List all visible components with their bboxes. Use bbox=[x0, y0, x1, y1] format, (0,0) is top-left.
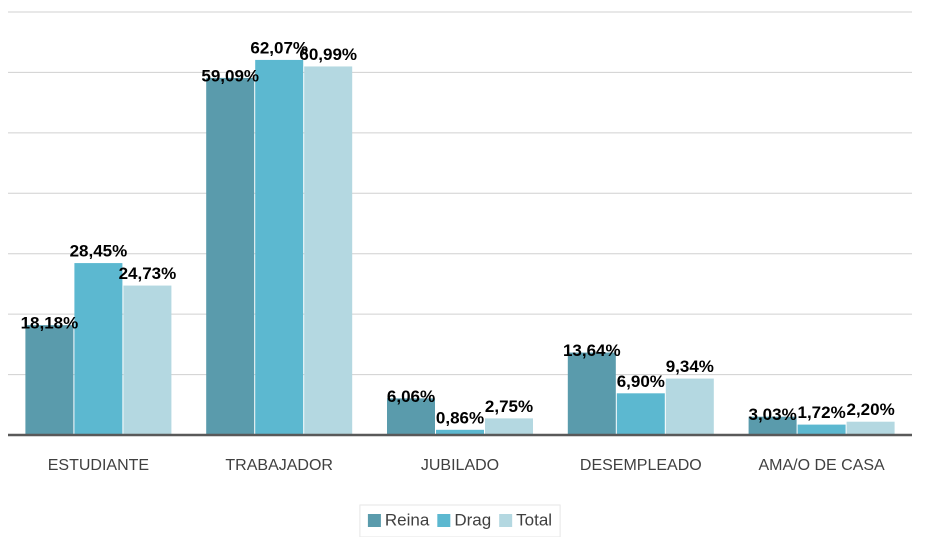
legend-swatch bbox=[367, 514, 381, 527]
bar bbox=[485, 418, 533, 435]
x-tick-label: AMA/O DE CASA bbox=[758, 457, 885, 474]
value-label: 6,90% bbox=[617, 372, 665, 391]
value-label: 0,86% bbox=[436, 408, 484, 427]
legend-label: Total bbox=[516, 510, 552, 529]
legend-box bbox=[359, 504, 561, 537]
bar bbox=[123, 285, 172, 435]
value-label: 9,34% bbox=[666, 357, 714, 376]
bar bbox=[304, 66, 353, 436]
value-label: 18,18% bbox=[21, 314, 79, 333]
x-tick-label: ESTUDIANTE bbox=[48, 457, 149, 474]
bar bbox=[387, 398, 435, 435]
legend: Reina Drag Total bbox=[359, 504, 561, 537]
value-label: 2,75% bbox=[485, 397, 533, 416]
x-tick-label: TRABAJADOR bbox=[225, 457, 333, 474]
legend-swatch bbox=[499, 514, 513, 527]
legend-label: Reina bbox=[385, 510, 430, 529]
bar bbox=[74, 263, 123, 435]
bar bbox=[436, 429, 484, 435]
bar bbox=[567, 352, 616, 435]
bar bbox=[25, 325, 74, 435]
value-label: 62,07% bbox=[250, 38, 308, 57]
value-label: 1,72% bbox=[797, 403, 845, 422]
x-tick-label: JUBILADO bbox=[421, 457, 499, 474]
legend-swatch bbox=[437, 514, 451, 527]
bar bbox=[797, 424, 846, 435]
bar bbox=[665, 378, 714, 435]
bar bbox=[255, 59, 304, 435]
value-label: 60,99% bbox=[299, 45, 357, 64]
value-label: 3,03% bbox=[748, 405, 796, 424]
bar bbox=[748, 416, 797, 435]
value-label: 59,09% bbox=[201, 66, 259, 85]
x-tick-label: DESEMPLEADO bbox=[580, 457, 702, 474]
value-label: 28,45% bbox=[70, 242, 128, 261]
value-label: 6,06% bbox=[387, 387, 435, 406]
bar bbox=[616, 393, 665, 435]
value-label: 2,20% bbox=[846, 400, 894, 419]
legend-label: Drag bbox=[454, 510, 491, 529]
value-label: 13,64% bbox=[563, 341, 621, 360]
bar bbox=[206, 77, 255, 435]
bar bbox=[846, 421, 895, 435]
value-label: 24,73% bbox=[119, 264, 177, 283]
